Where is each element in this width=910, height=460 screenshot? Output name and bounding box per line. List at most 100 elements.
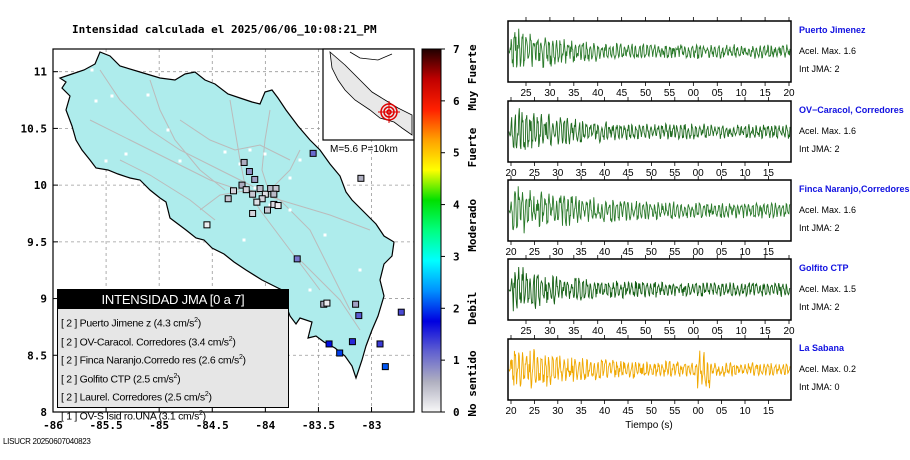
station-marker[interactable] <box>230 187 237 195</box>
seismogram-trace <box>508 186 791 234</box>
time-tick-label: 20 <box>783 88 795 99</box>
station-marker[interactable] <box>357 174 365 182</box>
map-y-axis: 8 8.5 9 9.5 10 10.5 11 <box>21 66 58 419</box>
town-marker <box>323 233 327 237</box>
legend-station-text: Puerto Jimene z (4.3 cm/s <box>79 317 195 330</box>
colorbar-tick-label: 3 <box>453 250 460 263</box>
town-marker <box>90 68 94 72</box>
time-tick-label: 55 <box>669 168 681 179</box>
legend-close-paren: ) <box>208 391 212 404</box>
station-marker[interactable] <box>293 255 301 263</box>
legend-row: [ 2 ] OV-Caracol. Corredores (3.4 cm/s2) <box>58 332 288 351</box>
time-tick-label: 00 <box>688 88 700 99</box>
seismogram-trace <box>508 266 791 312</box>
station-marker[interactable] <box>203 221 211 229</box>
costa-rica-landmass <box>58 51 395 380</box>
time-tick-label: 20 <box>505 168 517 179</box>
time-tick-label: 50 <box>646 168 658 179</box>
intensity-colorbar: 0 1 2 3 4 5 6 7 No sentido Debil Moderado Fuerte Mu… <box>421 43 479 419</box>
legend-superscript: 2 <box>228 335 233 343</box>
station-marker[interactable] <box>251 175 259 183</box>
station-marker[interactable] <box>224 195 232 203</box>
legend-station-text: Finca Naranjo.Corredo res (2.6 cm/s <box>79 354 240 367</box>
time-tick-label: 00 <box>693 406 705 417</box>
station-marker[interactable] <box>249 190 257 198</box>
x-tick-label: -83.5 <box>302 419 335 432</box>
time-tick-label: 45 <box>622 247 634 258</box>
station-marker[interactable] <box>274 202 282 210</box>
legend-row: [ 1 ] OV-S Isid ro.UNA (3.1 cm/s2) <box>58 406 288 425</box>
seismogram-frame <box>507 20 792 83</box>
colorbar-category-label: Fuerte <box>466 127 479 167</box>
legend-row: [ 2 ] Puerto Jimene z (4.3 cm/s2) <box>58 313 288 332</box>
legend-intensity: [ 2 ] <box>61 373 80 385</box>
town-marker <box>298 158 302 162</box>
station-marker[interactable] <box>272 185 280 193</box>
station-acel-max: Acel. Max. 1.5 <box>799 284 857 294</box>
town-markers <box>90 68 362 292</box>
station-marker[interactable] <box>249 209 257 217</box>
time-tick-label: 40 <box>599 247 611 258</box>
colorbar-tick-label: 0 <box>453 406 460 419</box>
time-tick-label: 25 <box>529 406 541 417</box>
station-marker[interactable] <box>355 312 363 320</box>
seismogram-frame <box>507 338 792 401</box>
station-marker[interactable] <box>253 198 261 206</box>
time-tick-label: 20 <box>505 406 517 417</box>
time-tick-label: 55 <box>664 88 676 99</box>
station-marker[interactable] <box>381 363 389 371</box>
time-tick-label: 00 <box>688 326 700 337</box>
station-marker[interactable] <box>238 181 246 189</box>
legend-close-paren: ) <box>242 354 247 367</box>
inset-border <box>349 51 393 61</box>
y-tick-label: 11 <box>34 66 48 79</box>
intensity-legend: INTENSIDAD JMA [0 a 7] [ 2 ] Puerto Jime… <box>57 289 289 422</box>
time-tick-label: 15 <box>760 326 772 337</box>
colorbar-tick-label: 6 <box>453 95 460 108</box>
y-tick-label: 8 <box>40 406 47 419</box>
time-tick-label: 05 <box>712 88 724 99</box>
time-tick-label: 00 <box>693 247 705 258</box>
station-marker[interactable] <box>348 338 356 346</box>
town-marker <box>178 159 182 163</box>
station-marker[interactable] <box>397 308 405 316</box>
time-tick-label: 35 <box>576 168 588 179</box>
epicenter-marker <box>378 101 400 123</box>
legend-close-paren: ) <box>232 336 236 348</box>
time-tick-label: 40 <box>599 168 611 179</box>
town-marker <box>288 208 292 212</box>
station-marker[interactable] <box>376 340 384 348</box>
legend-row: [ 2 ] Finca Naranjo.Corredo res (2.6 cm/… <box>58 350 288 369</box>
station-marker[interactable] <box>263 206 271 214</box>
station-marker[interactable] <box>270 190 278 198</box>
station-marker[interactable] <box>323 299 331 307</box>
station-name: OV−Caracol, Corredores <box>799 105 904 115</box>
time-tick-label: 40 <box>599 406 611 417</box>
time-tick-label: 10 <box>739 247 751 258</box>
time-tick-label: 35 <box>576 406 588 417</box>
y-tick-label: 9 <box>40 293 47 306</box>
legend-station-text: Golfito CTP (2.5 cm/s <box>79 373 174 385</box>
y-tick-label: 8.5 <box>27 349 47 362</box>
colorbar-category-label: No sentido <box>466 350 479 417</box>
time-tick-label: 30 <box>544 326 556 337</box>
seismogram-frame <box>507 179 792 242</box>
time-tick-label: 30 <box>552 168 564 179</box>
legend-close-paren: ) <box>177 373 181 385</box>
station-marker[interactable] <box>240 158 248 166</box>
station-marker[interactable] <box>309 149 317 157</box>
legend-close-paren: ) <box>202 410 207 422</box>
station-marker[interactable] <box>256 185 264 193</box>
station-marker[interactable] <box>245 168 253 176</box>
legend-station-text: OV-S Isid ro.UNA (3.1 cm/s <box>79 410 200 422</box>
station-marker[interactable] <box>242 186 250 194</box>
station-marker[interactable] <box>325 340 333 348</box>
time-tick-label: 50 <box>640 326 652 337</box>
town-marker <box>124 152 128 156</box>
time-tick-label: 35 <box>568 326 580 337</box>
seismogram-trace <box>508 108 791 150</box>
time-tick-label: 15 <box>763 406 775 417</box>
station-marker[interactable] <box>352 300 360 308</box>
station-marker[interactable] <box>336 349 344 357</box>
time-tick-label: 25 <box>529 168 541 179</box>
